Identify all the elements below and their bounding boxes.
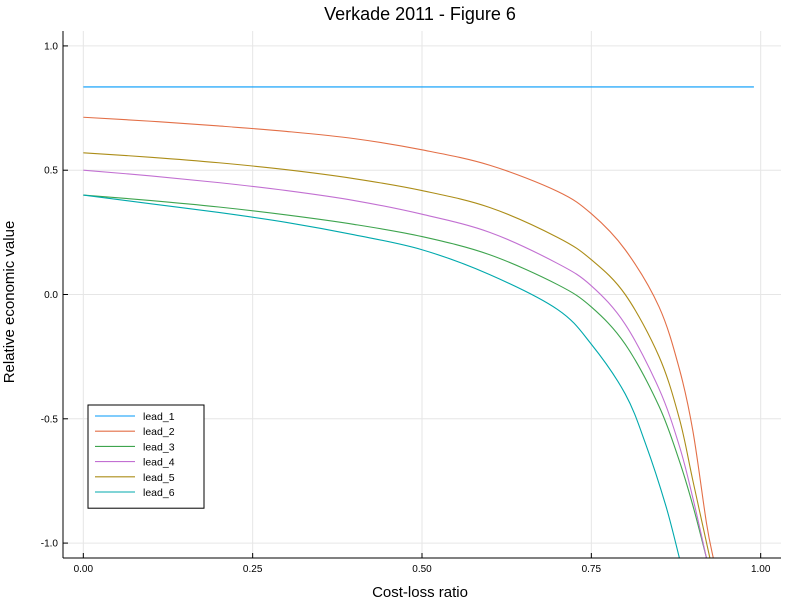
x-tick-label: 0.25 xyxy=(243,564,263,575)
series-layer xyxy=(83,86,754,558)
series-line-lead_6 xyxy=(83,194,680,558)
y-tick-label: 0.5 xyxy=(44,166,58,177)
x-tick-label: 0.00 xyxy=(74,564,94,575)
series-line-lead_4 xyxy=(83,169,708,558)
y-tick-label: 0.0 xyxy=(44,290,58,301)
y-tick-label: 1.0 xyxy=(44,41,58,52)
ticks: 0.00 0.25 0.50 0.75 1.00 -1.0 -0.5 0.0 0.5 1.0 xyxy=(41,41,771,575)
legend-label-lead_5: lead_5 xyxy=(143,472,175,484)
legend-box xyxy=(87,404,205,509)
x-axis-label: Cost-loss ratio xyxy=(372,584,468,600)
legend-label-lead_3: lead_3 xyxy=(143,441,175,453)
legend: lead_1 lead_2 lead_3 lead_4 lead_5 lead_6 xyxy=(87,404,205,509)
y-tick-label: -1.0 xyxy=(41,539,59,550)
x-tick-label: 1.00 xyxy=(751,564,771,575)
y-tick-label: -0.5 xyxy=(41,414,59,425)
series-line-lead_3 xyxy=(83,194,708,558)
legend-label-lead_2: lead_2 xyxy=(143,426,175,438)
y-axis-label: Relative economic value xyxy=(1,221,18,384)
series-line-lead_5 xyxy=(83,152,711,558)
x-tick-label: 0.50 xyxy=(412,564,432,575)
series-line-lead_2 xyxy=(83,116,714,558)
legend-label-lead_4: lead_4 xyxy=(143,457,175,469)
legend-label-lead_6: lead_6 xyxy=(143,487,175,499)
x-tick-label: 0.75 xyxy=(582,564,602,575)
legend-label-lead_1: lead_1 xyxy=(143,411,175,423)
chart-title: Verkade 2011 - Figure 6 xyxy=(324,4,516,24)
